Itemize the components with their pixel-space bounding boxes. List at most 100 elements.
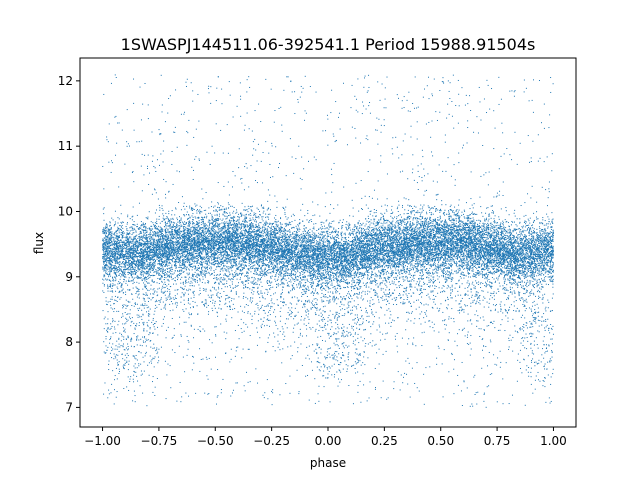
data-point	[457, 254, 459, 256]
data-point	[268, 268, 270, 270]
data-point	[270, 256, 272, 258]
data-point	[216, 247, 218, 249]
data-point	[411, 249, 413, 251]
data-point	[253, 231, 255, 233]
data-point	[532, 313, 534, 315]
data-point	[364, 244, 366, 246]
data-point	[367, 274, 369, 276]
data-point	[202, 228, 204, 230]
data-point	[499, 251, 501, 253]
data-point	[163, 273, 165, 275]
data-point	[253, 241, 255, 243]
data-point	[436, 250, 438, 252]
data-point	[320, 326, 322, 328]
data-point	[537, 315, 539, 317]
data-point	[139, 344, 141, 346]
data-point	[512, 268, 514, 270]
data-point	[425, 249, 427, 251]
data-point	[427, 231, 429, 233]
data-point	[205, 259, 207, 261]
data-point	[422, 238, 424, 240]
data-point	[544, 386, 546, 388]
data-point	[250, 260, 252, 262]
data-point	[222, 218, 224, 220]
data-point	[204, 274, 206, 276]
data-point	[545, 344, 547, 346]
data-point	[129, 244, 131, 246]
data-point	[318, 314, 320, 316]
data-point	[347, 242, 349, 244]
data-point	[230, 348, 232, 350]
data-point	[125, 256, 127, 258]
data-point	[185, 214, 187, 216]
data-point	[519, 142, 521, 144]
data-point	[240, 253, 242, 255]
data-point	[188, 234, 190, 236]
data-point	[291, 269, 293, 271]
data-point	[465, 305, 467, 307]
data-point	[311, 369, 313, 371]
data-point	[533, 243, 535, 245]
data-point	[509, 280, 511, 282]
data-point	[362, 101, 364, 103]
data-point	[319, 247, 321, 249]
data-point	[225, 338, 227, 340]
data-point	[314, 312, 316, 314]
data-point	[461, 308, 463, 310]
data-point	[369, 305, 371, 307]
data-point	[150, 275, 152, 277]
data-point	[378, 244, 380, 246]
data-point	[474, 253, 476, 255]
data-point	[408, 300, 410, 302]
data-point	[113, 253, 115, 255]
data-point	[348, 246, 350, 248]
data-point	[353, 305, 355, 307]
data-point	[154, 189, 156, 191]
data-point	[413, 256, 415, 258]
data-point	[431, 212, 433, 214]
data-point	[380, 297, 382, 299]
data-point	[171, 247, 173, 249]
data-point	[515, 270, 517, 272]
data-point	[294, 280, 296, 282]
data-point	[143, 262, 145, 264]
data-point	[398, 215, 400, 217]
data-point	[441, 270, 443, 272]
data-point	[376, 225, 378, 227]
data-point	[335, 242, 337, 244]
data-point	[420, 229, 422, 231]
data-point	[223, 208, 225, 210]
data-point	[543, 247, 545, 249]
data-point	[440, 303, 442, 305]
data-point	[280, 232, 282, 234]
data-point	[197, 259, 199, 261]
data-point	[450, 204, 452, 206]
data-point	[217, 296, 219, 298]
data-point	[132, 287, 134, 289]
data-point	[474, 262, 476, 264]
data-point	[111, 242, 113, 244]
data-point	[216, 250, 218, 252]
data-point	[403, 107, 405, 109]
data-point	[502, 244, 504, 246]
data-point	[331, 284, 333, 286]
data-point	[500, 257, 502, 259]
data-point	[224, 278, 226, 280]
data-point	[413, 277, 415, 279]
data-point	[322, 236, 324, 238]
data-point	[412, 227, 414, 229]
data-point	[201, 253, 203, 255]
data-point	[215, 230, 217, 232]
data-point	[157, 288, 159, 290]
data-point	[452, 273, 454, 275]
data-point	[169, 296, 171, 298]
data-point	[525, 298, 527, 300]
data-point	[287, 258, 289, 260]
data-point	[381, 282, 383, 284]
data-point	[286, 243, 288, 245]
data-point	[394, 255, 396, 257]
data-point	[254, 283, 256, 285]
data-point	[531, 361, 533, 363]
data-point	[391, 274, 393, 276]
data-point	[314, 237, 316, 239]
